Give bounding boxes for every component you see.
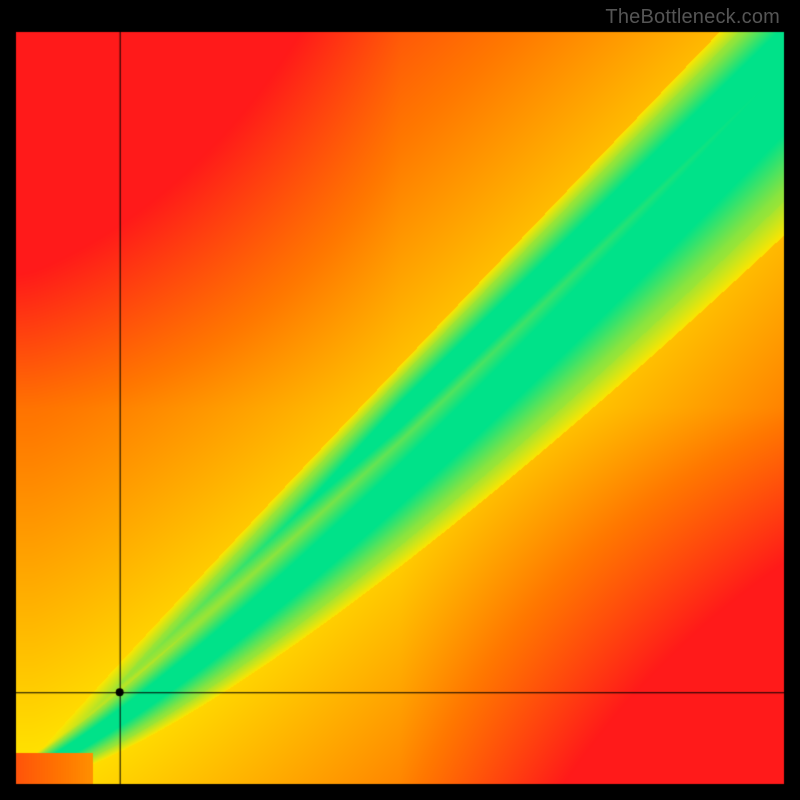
root-container: TheBottleneck.com	[0, 0, 800, 800]
bottleneck-heatmap-canvas	[0, 0, 800, 800]
watermark-text: TheBottleneck.com	[605, 6, 780, 29]
